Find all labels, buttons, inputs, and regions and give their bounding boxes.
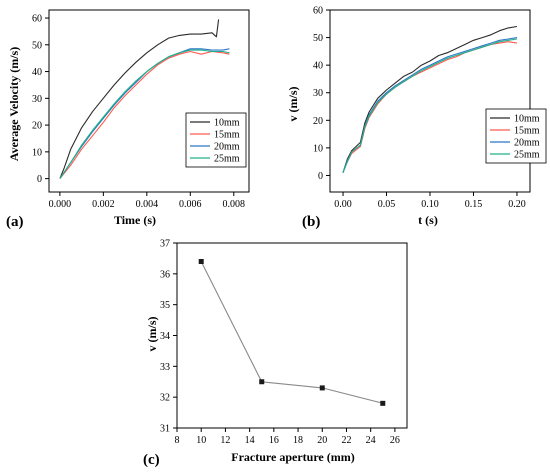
panel-b-y-axis-title: v (m/s) <box>286 87 300 122</box>
panel-c-x-tick-label: 16 <box>269 435 279 446</box>
panel-a-series-line-15mm <box>59 50 230 179</box>
panel-b-y-tick-label: 40 <box>313 61 323 72</box>
panel-a-y-tick-label: 20 <box>32 121 42 132</box>
panel-a-y-tick-label: 0 <box>37 174 42 185</box>
panel-c-data-point <box>259 379 265 385</box>
panel-c-series-line <box>200 261 383 404</box>
panel-c-x-tick-label: 26 <box>390 435 400 446</box>
panel-b-y-tick-label: 60 <box>313 6 323 17</box>
panel-c-x-tick-label: 20 <box>317 435 327 446</box>
panel-c-data-point <box>380 400 386 406</box>
panel-c-data-point <box>319 385 325 391</box>
panel-b-y-tick-label: 20 <box>313 116 323 127</box>
panel-c-y-tick-label: 37 <box>160 239 170 250</box>
panel-b-x-tick-label: 0.10 <box>421 199 439 210</box>
panel-c-x-tick-label: 12 <box>220 435 230 446</box>
panel-a-x-axis-title: Time (s) <box>114 213 156 227</box>
panel-a-plot-frame <box>48 9 250 193</box>
panel-a-legend-entry: 10mm <box>214 118 240 129</box>
panel-a-y-tick-label: 10 <box>32 147 42 158</box>
panel-c-x-tick-label: 8 <box>175 435 180 446</box>
panel-a-legend-entry: 20mm <box>214 142 240 153</box>
panel-c-x-tick-label: 18 <box>293 435 303 446</box>
panel-a-x-tick-label: 0.000 <box>49 199 72 210</box>
panel-a-y-axis-title: Average Velocity (m/s) <box>7 47 21 161</box>
panel-b-y-tick-label: 30 <box>313 88 323 99</box>
panel-b-legend-entry: 25mm <box>514 150 540 161</box>
panel-b-x-axis-title: t (s) <box>418 213 438 227</box>
panel-c-y-tick-label: 31 <box>160 424 170 435</box>
panel-a-y-tick-label: 40 <box>32 67 42 78</box>
panel-c-label: (c) <box>143 452 160 468</box>
panel-a-series-line-25mm <box>59 49 230 179</box>
panel-c-y-tick-label: 35 <box>160 300 170 311</box>
panel-a-label: (a) <box>6 214 24 230</box>
panel-b-legend-entry: 20mm <box>514 138 540 149</box>
panel-a-x-tick-label: 0.002 <box>92 199 115 210</box>
panel-c-y-tick-label: 32 <box>160 393 170 404</box>
panel-a-x-tick-label: 0.006 <box>179 199 202 210</box>
panel-c-x-tick-label: 10 <box>196 435 206 446</box>
panel-c-x-tick-label: 22 <box>341 435 351 446</box>
panel-a-y-tick-label: 30 <box>32 94 42 105</box>
panel-c-y-tick-label: 33 <box>160 362 170 373</box>
panel-b-series-line-10mm <box>342 25 518 173</box>
panel-a: (a) Time (s) Average Velocity (m/s) 0.00… <box>6 9 250 230</box>
panel-b-y-tick-label: 10 <box>313 143 323 154</box>
panel-b: (b) t (s) v (m/s) 0.00 0.05 0.10 0.15 0.20 0 1… <box>286 6 547 230</box>
panel-c-y-axis-title: v (m/s) <box>145 317 159 352</box>
panel-a-legend-entry: 25mm <box>214 154 240 165</box>
panel-c-data-point <box>198 259 204 264</box>
panel-b-x-tick-label: 0.00 <box>334 199 352 210</box>
panel-b-y-tick-label: 50 <box>313 33 323 44</box>
panel-c-y-tick-label: 34 <box>160 331 170 342</box>
panel-c: (c) Fracture aperture (mm) v (m/s) 8 10 12… <box>143 239 408 468</box>
panel-c-y-tick-label: 36 <box>160 269 170 280</box>
panel-a-y-tick-label: 50 <box>32 40 42 51</box>
panel-c-x-tick-label: 14 <box>245 435 255 446</box>
panel-b-x-tick-label: 0.20 <box>508 199 526 210</box>
panel-a-x-tick-label: 0.004 <box>136 199 159 210</box>
panel-b-legend-entry: 15mm <box>514 126 540 137</box>
panel-c-x-axis-title: Fracture aperture (mm) <box>231 450 355 464</box>
panel-b-x-tick-label: 0.15 <box>465 199 483 210</box>
panel-a-y-tick-label: 60 <box>32 14 42 25</box>
panel-b-y-tick-label: 0 <box>318 171 323 182</box>
panel-b-legend-entry: 10mm <box>514 114 540 125</box>
panel-b-label: (b) <box>302 214 320 230</box>
panel-c-x-tick-label: 24 <box>366 435 376 446</box>
panel-a-legend-entry: 15mm <box>214 130 240 141</box>
panel-b-series-line-25mm <box>342 38 518 173</box>
panel-b-x-tick-label: 0.05 <box>378 199 396 210</box>
panel-a-x-tick-label: 0.008 <box>223 199 246 210</box>
panel-a-series-line-10mm <box>59 19 220 179</box>
